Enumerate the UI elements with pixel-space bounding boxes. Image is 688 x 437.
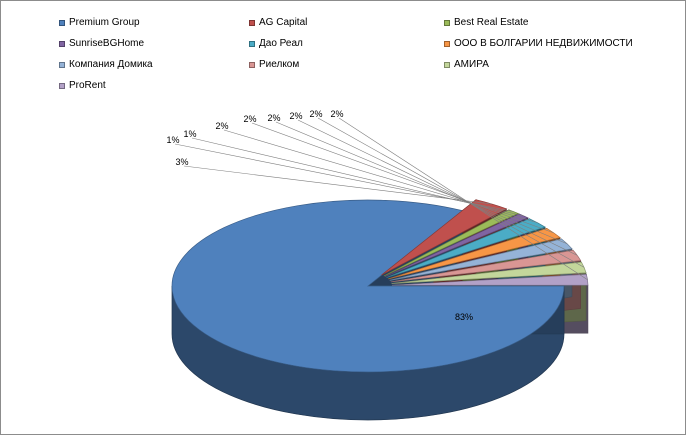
legend-item-prorent: ProRent [59, 80, 249, 91]
legend-item-amira: АМИРА [444, 59, 659, 70]
legend-swatch [444, 40, 450, 47]
legend-swatch [249, 40, 255, 47]
legend-swatch [59, 40, 65, 47]
legend-item-premium-group: Premium Group [59, 17, 249, 28]
legend-swatch [444, 61, 450, 68]
legend-label: Компания Домика [69, 59, 153, 70]
legend-swatch [249, 61, 255, 68]
legend-item-ag-capital: AG Capital [249, 17, 444, 28]
legend-swatch [444, 19, 450, 26]
legend-label: ООО В БОЛГАРИИ НЕДВИЖИМОСТИ [454, 38, 633, 49]
legend-label: Premium Group [69, 17, 140, 28]
legend-swatch [249, 19, 255, 26]
legend-item-dao-real: Дао Реал [249, 38, 444, 49]
legend-label: Best Real Estate [454, 17, 529, 28]
legend-swatch [59, 19, 65, 26]
legend-item-best-real-estate: Best Real Estate [444, 17, 659, 28]
legend-swatch [59, 82, 65, 89]
legend-item-kompaniya-domika: Компания Домика [59, 59, 249, 70]
legend-label: AG Capital [259, 17, 308, 28]
legend-item-sunrisebghome: SunriseBGHome [59, 38, 249, 49]
legend-label: ProRent [69, 80, 106, 91]
chart-legend: Premium Group AG Capital Best Real Estat… [59, 12, 659, 96]
legend-item-ooo-v-bolgarii: ООО В БОЛГАРИИ НЕДВИЖИМОСТИ [444, 38, 659, 49]
legend-swatch [59, 61, 65, 68]
legend-label: АМИРА [454, 59, 489, 70]
legend-item-rielkom: Риелком [249, 59, 444, 70]
legend-label: Риелком [259, 59, 300, 70]
legend-label: Дао Реал [259, 38, 303, 49]
legend-label: SunriseBGHome [69, 38, 145, 49]
